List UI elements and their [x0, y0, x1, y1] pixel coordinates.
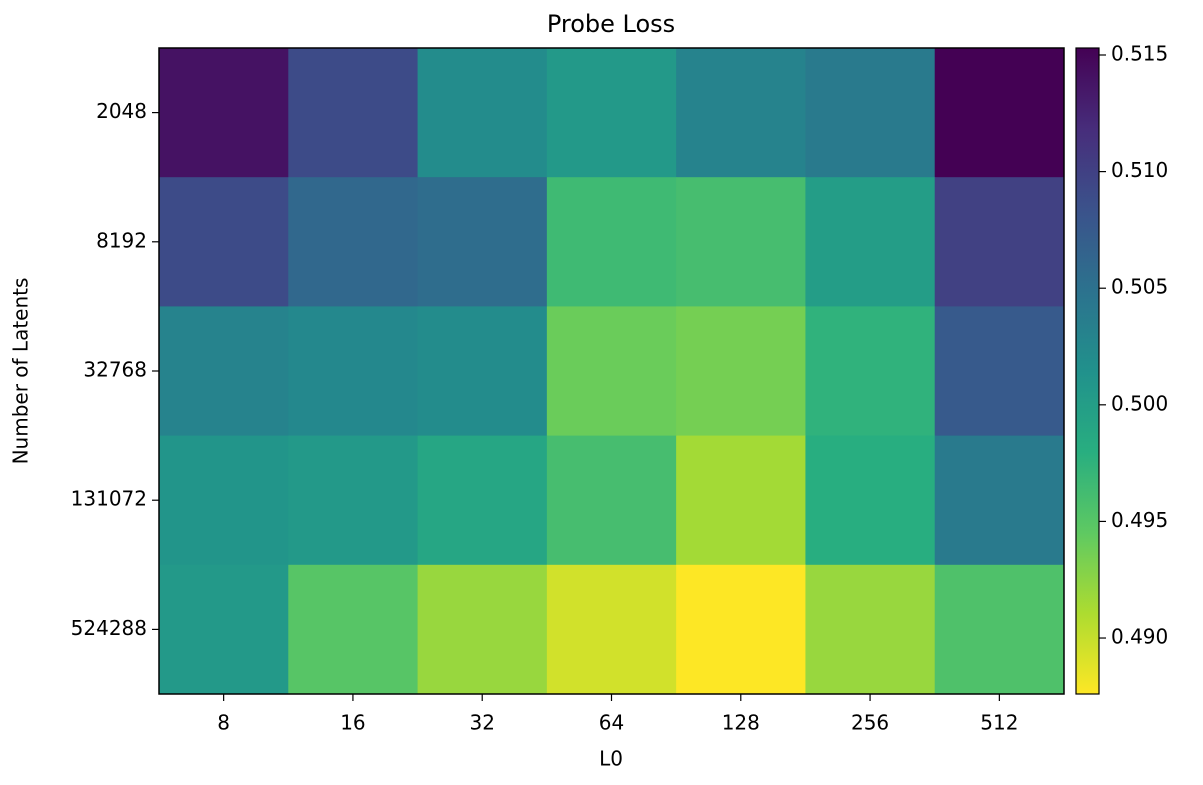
- heatmap-cell: [805, 48, 936, 178]
- colorbar-tick-label: 0.495: [1111, 508, 1168, 532]
- colorbar-tick-label: 0.490: [1111, 625, 1168, 649]
- colorbar-tick-label: 0.515: [1111, 41, 1168, 65]
- heatmap-cell: [159, 48, 289, 178]
- heatmap-cell: [288, 48, 419, 178]
- heatmap-cell: [417, 306, 548, 437]
- heatmap-cell: [288, 306, 419, 437]
- heatmap-cell: [288, 177, 419, 307]
- heatmap-cell: [417, 177, 548, 307]
- y-tick-label: 524288: [71, 616, 147, 640]
- heatmap-cell: [417, 564, 548, 695]
- x-tick-label: 128: [722, 711, 760, 735]
- x-tick-label: 512: [980, 711, 1018, 735]
- y-tick-label: 131072: [71, 487, 147, 511]
- x-tick-label: 256: [851, 711, 889, 735]
- x-tick-label: 8: [217, 711, 230, 735]
- colorbar: [1075, 47, 1100, 695]
- x-tick-label: 16: [340, 711, 365, 735]
- heatmap-cell: [417, 435, 548, 566]
- heatmap-cell: [676, 177, 806, 307]
- colorbar-tick-label: 0.505: [1111, 275, 1168, 299]
- heatmap-cell: [159, 177, 289, 307]
- y-tick-label: 2048: [96, 99, 147, 123]
- heatmap-cell: [417, 48, 548, 178]
- y-tick-label: 8192: [96, 228, 147, 252]
- heatmap-cell: [805, 435, 936, 566]
- chart-title: Probe Loss: [547, 10, 675, 38]
- heatmap-cell: [159, 435, 289, 566]
- y-axis-label: Number of Latents: [9, 278, 33, 465]
- heatmap-cell: [159, 564, 289, 695]
- heatmap-cell: [934, 564, 1065, 695]
- x-tick-label: 32: [469, 711, 494, 735]
- heatmap-cell: [546, 564, 677, 695]
- heatmap-cell: [159, 306, 289, 437]
- colorbar-tick-label: 0.510: [1111, 158, 1168, 182]
- heatmap-cell: [546, 48, 677, 178]
- heatmap-cell: [934, 48, 1065, 178]
- heatmap-cell: [934, 306, 1065, 437]
- heatmap-cell: [805, 177, 936, 307]
- heatmap-cell: [934, 177, 1065, 307]
- heatmap-cell: [546, 435, 677, 566]
- x-tick-label: 64: [599, 711, 624, 735]
- heatmap-cell: [288, 435, 419, 566]
- heatmap-cell: [676, 306, 806, 437]
- heatmap-cell: [805, 564, 936, 695]
- heatmap-cell: [934, 435, 1065, 566]
- y-tick-label: 32768: [83, 358, 147, 382]
- heatmap-cell: [676, 435, 806, 566]
- heatmap-cell: [546, 306, 677, 437]
- x-axis-label: L0: [599, 747, 623, 771]
- colorbar-tick-label: 0.500: [1111, 391, 1168, 415]
- heatmap-cell: [676, 564, 806, 695]
- heatmap-cell: [676, 48, 806, 178]
- heatmap-cell: [288, 564, 419, 695]
- heatmap-cell: [805, 306, 936, 437]
- heatmap-cell: [546, 177, 677, 307]
